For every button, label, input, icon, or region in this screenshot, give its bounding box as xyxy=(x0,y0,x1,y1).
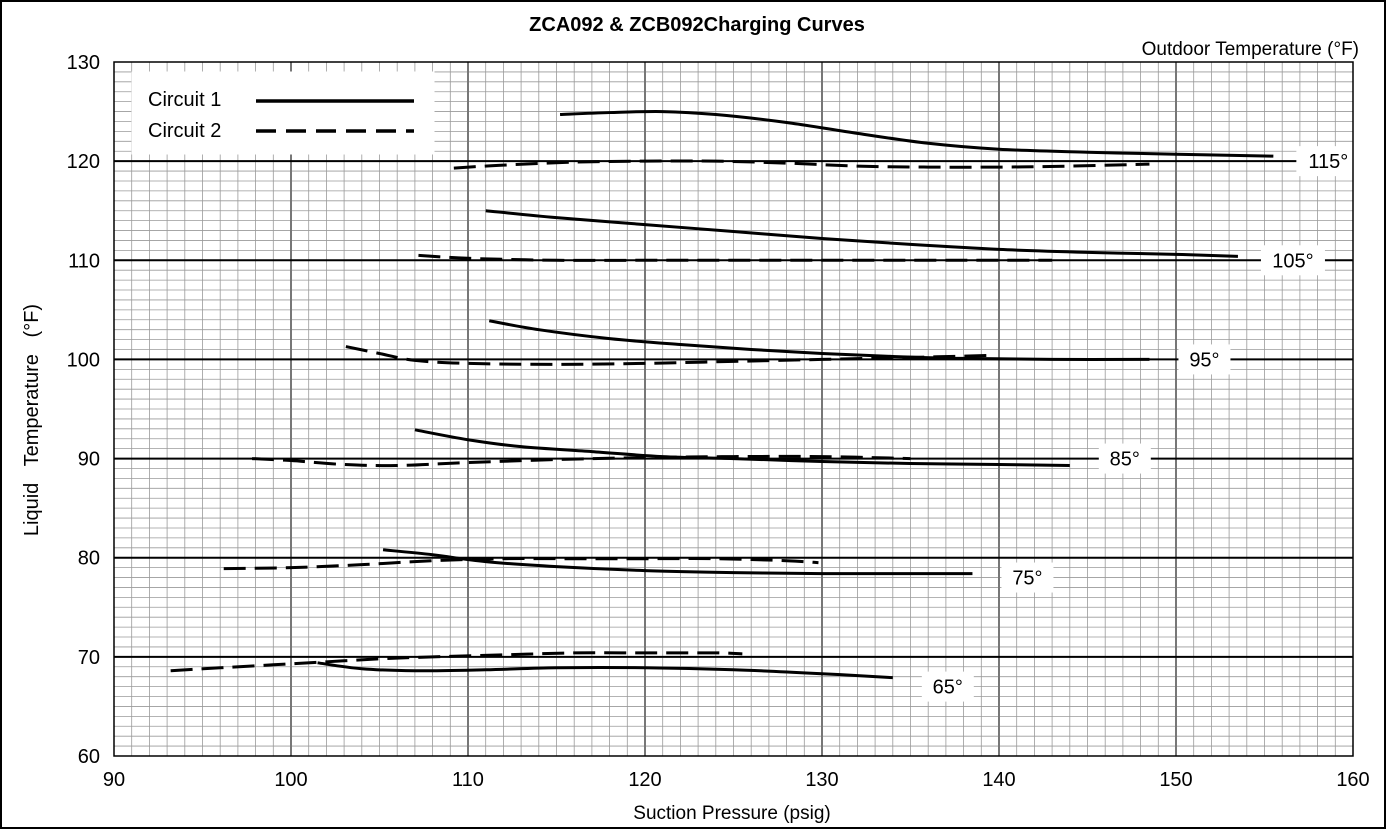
curve-label-115: 115° xyxy=(1308,151,1348,173)
curve-label-75: 75° xyxy=(1012,568,1042,590)
curve-layer xyxy=(170,109,1274,680)
tick-label-layer: 90 100 110 120 130 140 150 160 60 70 80 90 100 110 120… xyxy=(67,52,1370,791)
y-tick-label: 90 xyxy=(78,449,100,471)
y-tick-label: 110 xyxy=(68,250,100,272)
curve-circuit-1-95 xyxy=(488,319,1150,362)
curve-circuit-2-75 xyxy=(223,557,819,571)
plot-area-border xyxy=(113,61,1354,757)
y-tick-label: 130 xyxy=(67,52,100,74)
x-tick-label: 110 xyxy=(452,769,484,791)
curve-circuit-2-85 xyxy=(251,454,911,468)
outdoor-temperature-label: Outdoor Temperature (°F) xyxy=(1142,39,1359,60)
curve-circuit-1-105 xyxy=(485,209,1238,258)
x-tick-label: 130 xyxy=(805,769,838,791)
x-tick-label: 90 xyxy=(103,769,125,791)
curve-label-bg xyxy=(921,671,974,702)
minor-grid xyxy=(114,62,1353,756)
curve-circuit-1-115 xyxy=(559,109,1274,158)
curve-label-105: 105° xyxy=(1272,250,1313,272)
curve-label-bg xyxy=(1001,562,1054,593)
x-tick-label: 120 xyxy=(628,769,661,791)
y-tick-label: 70 xyxy=(78,647,100,669)
y-tick-label: 120 xyxy=(67,151,100,173)
curve-circuit-2-115 xyxy=(453,159,1150,170)
curve-circuit-1-85 xyxy=(414,428,1070,468)
chart-title: ZCA092 & ZCB092Charging Curves xyxy=(529,14,865,36)
legend-box xyxy=(131,71,435,155)
curve-label-bg xyxy=(1098,443,1151,474)
curve-label-85: 85° xyxy=(1110,449,1140,471)
legend-label-circuit-1: Circuit 1 xyxy=(148,89,221,111)
curve-circuit-1-75 xyxy=(382,548,973,576)
curve-circuit-2-65 xyxy=(170,651,743,673)
x-tick-label: 140 xyxy=(982,769,1015,791)
curve-label-bg xyxy=(1260,245,1325,276)
curve-label-65: 65° xyxy=(933,677,963,699)
curve-label-bg xyxy=(1296,146,1361,177)
y-tick-label: 80 xyxy=(78,548,100,570)
x-tick-label: 100 xyxy=(274,769,307,791)
curve-circuit-2-105 xyxy=(418,253,1053,262)
y-axis-label: Liquid Temperature (°F) xyxy=(21,304,43,536)
secondary-label-bg xyxy=(1048,38,1362,60)
y-tick-label: 60 xyxy=(78,746,100,768)
legend: Circuit 1 Circuit 2 xyxy=(131,71,435,155)
curve-label-bg xyxy=(1178,344,1231,375)
x-axis-label: Suction Pressure (psig) xyxy=(633,803,830,824)
x-tick-label: 150 xyxy=(1159,769,1192,791)
curve-label-95: 95° xyxy=(1189,349,1219,371)
curve-label-layer: 115° 105° 95° 85° 75° 65° xyxy=(921,146,1361,702)
curve-circuit-1-65 xyxy=(317,661,893,680)
legend-label-circuit-2: Circuit 2 xyxy=(148,120,221,142)
x-tick-label: 160 xyxy=(1336,769,1369,791)
y-tick-label: 100 xyxy=(67,349,100,371)
